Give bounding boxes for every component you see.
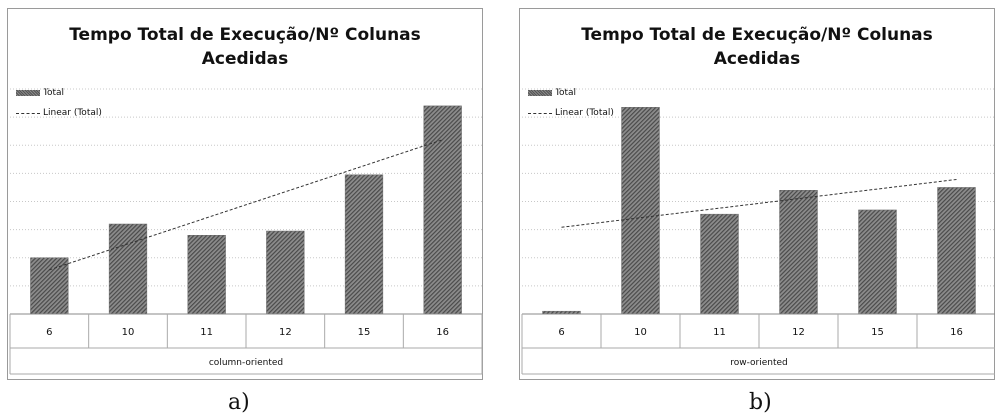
chart-panel-a: Tempo Total de Execução/Nº Colunas Acedi… xyxy=(7,8,483,380)
tick-label-6: 6 xyxy=(46,327,52,338)
plot-area-a: 6 10 11 12 15 16 column-oriented xyxy=(9,88,483,375)
bar-10 xyxy=(621,107,660,315)
bar-15 xyxy=(858,209,897,315)
trendline xyxy=(49,139,443,271)
caption-b: b) xyxy=(749,390,772,415)
legend: Total Linear (Total) xyxy=(528,83,614,123)
chart-title-line-1: Tempo Total de Execução/Nº Colunas xyxy=(69,25,421,45)
tick-label-10: 10 xyxy=(122,327,135,338)
tick-label-10: 10 xyxy=(634,327,647,338)
chart-title: Tempo Total de Execução/Nº Colunas Acedi… xyxy=(520,23,994,71)
tick-label-6: 6 xyxy=(558,327,564,338)
group-label: row-oriented xyxy=(730,358,788,368)
bar-11 xyxy=(700,213,739,315)
tick-label-11: 11 xyxy=(200,327,213,338)
bar-16 xyxy=(423,105,462,315)
tick-label-12: 12 xyxy=(279,327,292,338)
bar-11 xyxy=(187,235,226,315)
legend-trendline-swatch xyxy=(16,112,40,114)
bar-6 xyxy=(30,257,69,315)
legend-item-linear: Linear (Total) xyxy=(528,103,614,123)
chart-title: Tempo Total de Execução/Nº Colunas Acedi… xyxy=(8,23,482,71)
bar-15 xyxy=(344,174,384,315)
caption-a: a) xyxy=(228,390,250,415)
legend-item-total: Total xyxy=(16,83,102,103)
tick-label-11: 11 xyxy=(713,327,726,338)
bar-10 xyxy=(108,223,148,315)
tick-label-15: 15 xyxy=(871,327,884,338)
legend-bar-swatch xyxy=(16,90,40,96)
chart-panel-b: Tempo Total de Execução/Nº Colunas Acedi… xyxy=(519,8,995,380)
tick-label-16: 16 xyxy=(436,327,449,338)
legend: Total Linear (Total) xyxy=(16,83,102,123)
legend-label-linear: Linear (Total) xyxy=(43,108,102,118)
tick-label-16: 16 xyxy=(950,327,963,338)
plot-area-b: 6 10 11 12 15 16 row-oriented xyxy=(521,88,995,375)
chart-title-line-1: Tempo Total de Execução/Nº Colunas xyxy=(581,25,933,45)
legend-label-total: Total xyxy=(43,88,65,98)
legend-bar-swatch xyxy=(528,90,552,96)
legend-label-linear: Linear (Total) xyxy=(555,108,614,118)
chart-title-line-2: Acedidas xyxy=(713,49,801,69)
tick-label-15: 15 xyxy=(358,327,371,338)
legend-item-total: Total xyxy=(528,83,614,103)
legend-label-total: Total xyxy=(555,88,577,98)
bar-12 xyxy=(779,190,818,315)
chart-title-line-2: Acedidas xyxy=(201,49,289,69)
legend-item-linear: Linear (Total) xyxy=(16,103,102,123)
bar-16 xyxy=(937,187,976,315)
legend-trendline-swatch xyxy=(528,112,552,114)
bar-12 xyxy=(266,230,305,315)
group-label: column-oriented xyxy=(209,358,283,368)
tick-label-12: 12 xyxy=(792,327,805,338)
trendline xyxy=(561,178,957,228)
